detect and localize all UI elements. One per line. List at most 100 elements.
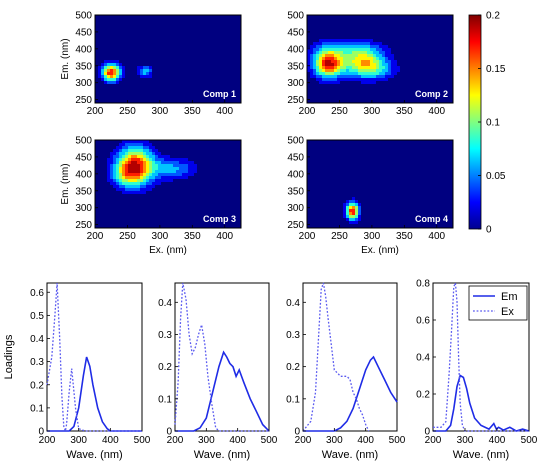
heatmap-cell [200,27,204,31]
heatmap-cell [403,167,407,171]
heatmap-cell [421,33,425,37]
heatmap-cell [134,36,138,40]
heatmap-cell [370,90,374,94]
heatmap-cell [200,18,204,22]
heatmap-cell [394,93,398,97]
heatmap-cell [451,96,454,100]
heatmap-cell [110,191,114,195]
heatmap-cell [164,140,168,144]
heatmap-cell [164,209,168,213]
heatmap-cell [433,21,437,25]
heatmap-cell [361,66,365,70]
heatmap-cell [155,164,159,168]
heatmap-cell [337,72,341,76]
heatmap-cell [140,90,144,94]
heatmap-cell [137,143,141,147]
heatmap-cell [328,30,332,34]
heatmap-cell [424,66,428,70]
heatmap-cell [331,146,335,150]
heatmap-cell [206,209,210,213]
heatmap-cell [364,75,368,79]
heatmap-cell [430,161,434,165]
heatmap-cell [328,42,332,46]
heatmap-cell [412,96,416,100]
heatmap-cell [376,93,380,97]
heatmap-cell [203,84,207,88]
heatmap-cell [194,146,198,150]
heatmap-cell [203,179,207,183]
heatmap-cell [406,69,410,73]
heatmap-cell [197,78,201,82]
heatmap-cell [122,155,126,159]
heatmap-cell [221,218,225,222]
heatmap-cell [197,146,201,150]
heatmap-cell [403,63,407,67]
heatmap-cell [370,87,374,91]
heatmap-cell [137,45,141,49]
heatmap-cell [203,30,207,34]
heatmap-cell [233,224,237,228]
heatmap-cell [101,206,105,210]
heatmap-cell [358,158,362,162]
heatmap-cell [206,27,210,31]
heatmap-cell [322,48,326,52]
heatmap-cell [340,152,344,156]
heatmap-cell [233,51,237,55]
heatmap-cell [212,176,216,180]
heatmap-cell [149,185,153,189]
heatmap-cell [224,93,228,97]
heatmap-cell [104,218,108,222]
heatmap-cell [146,197,150,201]
heatmap-cell [227,173,231,177]
heatmap-cell [406,30,410,34]
heatmap-cell [164,78,168,82]
heatmap-cell [412,69,416,73]
heatmap-cell [218,200,222,204]
heatmap-cell [230,149,234,153]
heatmap-cell [445,33,449,37]
heatmap-cell [95,60,99,64]
heatmap-cell [209,161,213,165]
heatmap-cell [373,48,377,52]
heatmap-cell [95,149,99,153]
heatmap-cell [224,75,228,79]
heatmap-cell [391,27,395,31]
heatmap-cell [451,158,454,162]
heatmap-cell [131,221,135,225]
heatmap-cell [361,45,365,49]
heatmap-cell [433,161,437,165]
heatmap-cell [331,161,335,165]
heatmap-cell [439,42,443,46]
heatmap-cell [382,78,386,82]
heatmap-cell [191,33,195,37]
heatmap-cell [391,75,395,79]
heatmap-cell [125,149,129,153]
heatmap-cell [128,158,132,162]
heatmap-cell [95,176,99,180]
heatmap-cell [424,143,428,147]
heatmap-cell [430,66,434,70]
heatmap-cell [412,93,416,97]
heatmap-cell [176,203,180,207]
heatmap-cell [394,72,398,76]
heatmap-cell [131,66,135,70]
heatmap-cell [164,203,168,207]
heatmap-cell [164,155,168,159]
heatmap-cell [167,188,171,192]
heatmap-cell [397,69,401,73]
heatmap-cell [218,194,222,198]
heatmap-cell [430,57,434,61]
heatmap-cell [340,93,344,97]
heatmap-cell [158,191,162,195]
heatmap-cell [382,90,386,94]
heatmap-cell [206,15,210,19]
heatmap-cell [352,167,356,171]
heatmap-cell [212,66,216,70]
heatmap-cell [191,179,195,183]
heatmap-cell [131,176,135,180]
heatmap-cell [397,75,401,79]
heatmap-cell [322,36,326,40]
heatmap-cell [173,149,177,153]
heatmap-cell [340,66,344,70]
heatmap-cell [170,146,174,150]
